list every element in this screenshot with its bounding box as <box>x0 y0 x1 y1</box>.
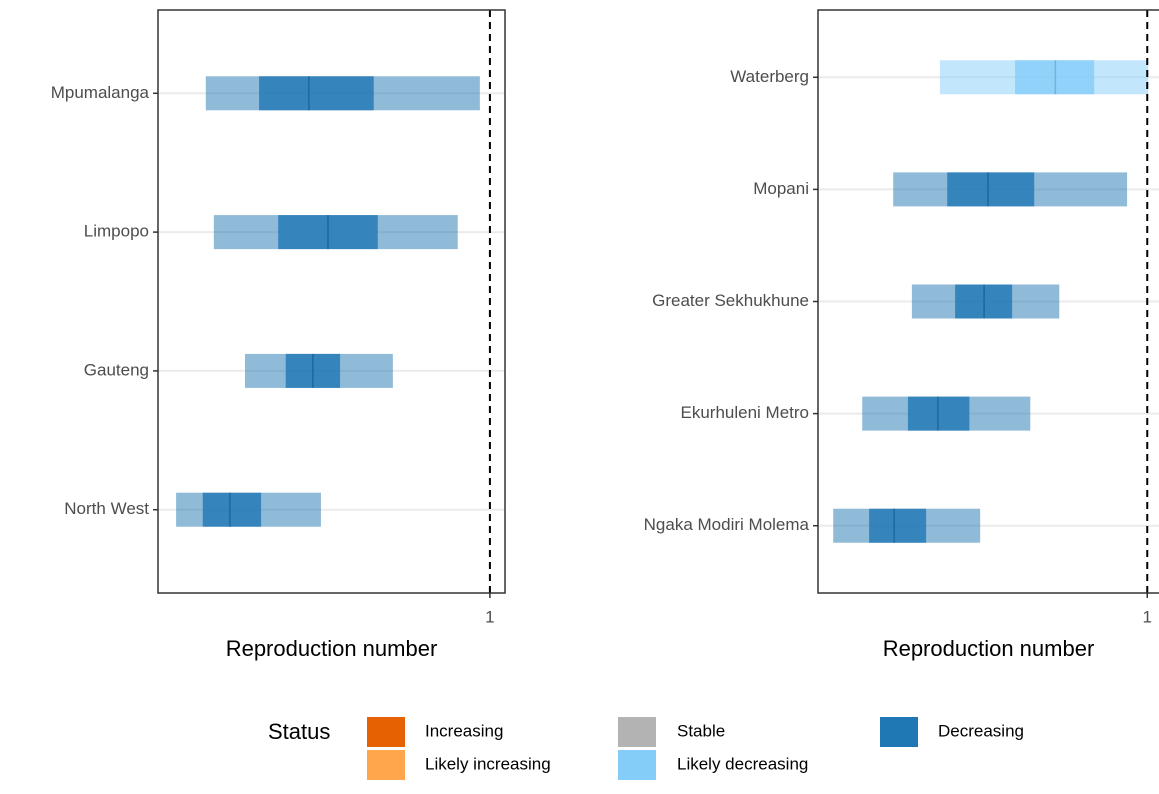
x-axis-title: Reproduction number <box>883 636 1095 661</box>
legend-key <box>367 750 405 780</box>
legend-key <box>880 717 918 747</box>
x-axis-title: Reproduction number <box>226 636 438 661</box>
y-tick-label: Ngaka Modiri Molema <box>644 515 810 534</box>
y-tick-label: Mpumalanga <box>51 83 150 102</box>
y-tick-label: Gauteng <box>84 360 149 379</box>
x-tick-label: 1 <box>1143 607 1152 626</box>
ci50-bar <box>947 172 1035 207</box>
y-tick-label: North West <box>64 499 149 518</box>
legend-key <box>367 717 405 747</box>
legend-label: Likely increasing <box>425 754 551 773</box>
y-tick-label: Greater Sekhukhune <box>652 291 809 310</box>
y-tick-label: Ekurhuleni Metro <box>680 403 809 422</box>
y-tick-label: Waterberg <box>730 67 809 86</box>
legend-label: Likely decreasing <box>677 754 808 773</box>
panel-border <box>157 9 506 594</box>
legend-label: Decreasing <box>938 721 1024 740</box>
y-tick-label: Limpopo <box>84 222 149 241</box>
legend-key <box>618 750 656 780</box>
x-tick-label: 1 <box>485 607 494 626</box>
legend-label: Stable <box>677 721 725 740</box>
legend-label: Increasing <box>425 721 503 740</box>
panel-border <box>817 9 1159 594</box>
legend-key <box>618 717 656 747</box>
legend-title: Status <box>268 719 330 744</box>
ci50-bar <box>869 508 927 543</box>
ci50-bar <box>202 492 262 527</box>
ci50-bar <box>259 76 374 111</box>
y-tick-label: Mopani <box>753 179 809 198</box>
